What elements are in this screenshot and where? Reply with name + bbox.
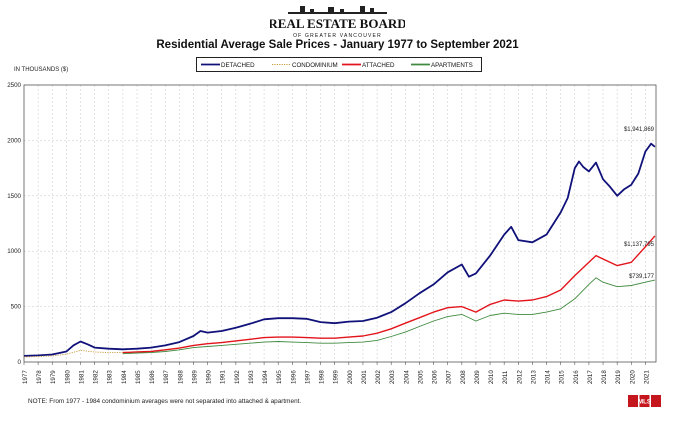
x-tick-label: 1994: [262, 370, 269, 384]
x-tick-label: 2005: [417, 370, 424, 384]
x-tick-label: 1985: [135, 370, 142, 384]
y-tick-label: 2000: [7, 137, 21, 144]
mls-logo: MLS: [628, 395, 661, 407]
x-tick-label: 1997: [304, 370, 311, 384]
x-tick-label: 1991: [220, 370, 227, 384]
x-tick-label: 1993: [248, 370, 255, 384]
x-tick-label: 1995: [276, 370, 283, 384]
y-axis-label: IN THOUSANDS ($): [14, 67, 68, 73]
x-tick-label: 1984: [121, 370, 128, 384]
footnote: NOTE: From 1977 - 1984 condominium avera…: [28, 398, 302, 405]
legend-label-attached: ATTACHED: [362, 62, 395, 69]
x-tick-label: 2007: [446, 370, 453, 384]
x-tick-label: 2000: [347, 370, 354, 384]
series-line-detached: [23, 142, 656, 357]
org-subtitle: OF GREATER VANCOUVER: [293, 33, 382, 39]
x-tick-label: 2010: [488, 370, 495, 384]
x-tick-label: 1981: [78, 370, 85, 384]
x-tick-label: 2004: [403, 370, 410, 384]
x-tick-label: 2012: [516, 370, 523, 384]
x-tick-label: 2009: [474, 370, 481, 384]
x-tick-label: 2011: [502, 370, 509, 384]
legend-label-condominium: CONDOMINIUM: [292, 62, 338, 69]
x-tick-label: 2002: [375, 370, 382, 384]
legend-label-apartments: APARTMENTS: [431, 62, 473, 69]
x-tick-label: 2018: [601, 370, 608, 384]
x-tick-label: 2017: [587, 370, 594, 384]
value-annotation: $1,941,869: [624, 127, 655, 133]
legend-label-detached: DETACHED: [221, 62, 255, 69]
plot-frame: [23, 84, 657, 363]
x-tick-label: 1999: [333, 370, 340, 384]
x-tick-label: 2021: [643, 370, 650, 384]
org-name: REAL ESTATE BOARD: [270, 16, 405, 31]
x-tick-label: 1978: [36, 370, 43, 384]
x-tick-label: 1980: [64, 370, 71, 384]
x-tick-label: 2014: [545, 370, 552, 384]
real-estate-board-logo: REAL ESTATE BOARD OF GREATER VANCOUVER: [270, 6, 405, 39]
x-tick-label: 1992: [234, 370, 241, 384]
x-tick-label: 1988: [177, 370, 184, 384]
chart-legend: DETACHED CONDOMINIUM ATTACHED APARTMENTS: [196, 57, 482, 72]
x-tick-label: 1982: [93, 370, 100, 384]
x-tick-label: 2008: [460, 370, 467, 384]
value-annotation: $1,137,795: [624, 242, 655, 248]
y-tick-label: 1500: [7, 193, 21, 200]
series-line-apartments: [122, 277, 655, 355]
x-tick-label: 2003: [389, 370, 396, 384]
x-tick-label: 1986: [149, 370, 156, 384]
mls-logo-text: MLS: [638, 400, 651, 406]
x-tick-label: 1979: [50, 370, 57, 384]
series-line-attached: [122, 235, 656, 354]
y-tick-label: 1000: [7, 248, 21, 255]
y-tick-label: 500: [11, 304, 22, 311]
chart-title: Residential Average Sale Prices - Januar…: [156, 39, 519, 51]
x-tick-label: 2015: [559, 370, 566, 384]
x-tick-label: 1998: [319, 370, 326, 384]
y-tick-label: 0: [18, 359, 22, 366]
x-tick-label: 2013: [530, 370, 537, 384]
x-tick-label: 2019: [615, 370, 622, 384]
x-tick-label: 2020: [629, 370, 636, 384]
x-tick-label: 1977: [22, 370, 29, 384]
x-tick-label: 1989: [191, 370, 198, 384]
value-annotation: $739,177: [629, 274, 655, 280]
x-tick-label: 1990: [206, 370, 213, 384]
y-tick-label: 2500: [7, 82, 21, 89]
x-tick-label: 2006: [432, 370, 439, 384]
x-tick-label: 1996: [290, 370, 297, 384]
x-tick-label: 2016: [573, 370, 580, 384]
x-tick-label: 1983: [107, 370, 114, 384]
x-tick-label: 1987: [163, 370, 170, 384]
x-tick-label: 2001: [361, 370, 368, 384]
